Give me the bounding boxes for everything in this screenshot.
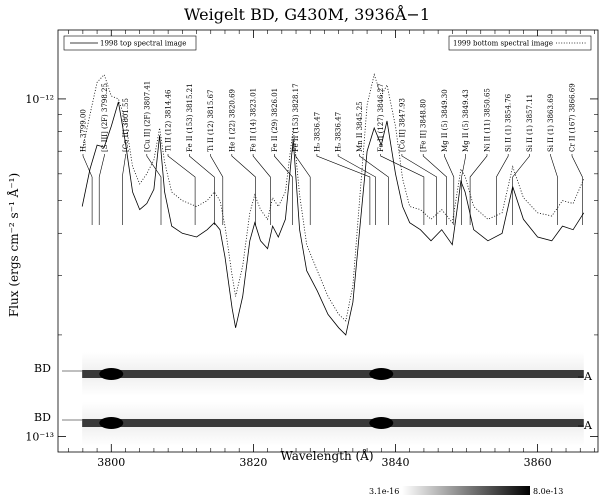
line-id-label: Mn II 3845.25 [356,101,364,152]
line-id-label: Ni II (11) 3850.65 [484,88,492,152]
line-id-marker [461,154,466,225]
line-id-label: Si II (1) 3854.76 [505,93,513,152]
y-tick-label: 10⁻¹² [25,93,54,106]
line-id-label: Fe II (14) 3823.01 [250,88,258,152]
legend-left-box [63,35,197,51]
axes: 3800 3820 3840 3860 10⁻¹³ 10⁻¹² [25,30,598,469]
line-id-marker [210,154,224,225]
line-id-label: H₉ 3836.47 [313,112,321,152]
legend-left: 1998 top spectral image [63,35,197,51]
colorbar-gradient [402,486,530,495]
plot-frame [57,29,599,453]
line-id-marker [146,154,162,225]
colorbar-max-label: 8.0e-13 [533,487,563,496]
strip-emission-blob [369,368,394,380]
line-id-marker [401,154,437,225]
line-id-marker [337,154,376,225]
line-id-marker [167,154,196,225]
line-id-label: [Co II] 3847.93 [398,98,406,152]
line-id-marker [98,154,105,225]
line-id-label: Fe II (29) 3826.01 [271,88,279,152]
line-id-marker [359,154,389,225]
x-tick-label: 3860 [524,456,552,469]
line-id-label: H₁₀ 3799.00 [80,109,88,152]
line-id-label: [Co II] 3801.55 [122,98,130,152]
strip-right-label: A [583,370,593,383]
line-identifications: H₁₀ 3799.00 [S III] (2F) 3798.25 [Co II] 3… [80,81,583,225]
spectral-image: BD A BD A [34,352,593,446]
series-layer [81,73,585,336]
legend-right: 1999 bottom spectral image [448,35,592,51]
chart-title: Weigelt BD, G430M, 3936Å−1 [184,4,430,24]
line-id-label: H₉ 3836.47 [335,112,343,152]
strip-left-label: BD [34,411,51,424]
line-id-label: Cr II (167) 3866.69 [569,83,577,152]
line-id-marker [252,154,271,225]
line-id-label: Si II (1) 3857.11 [526,94,534,152]
colorbar: 3.1e-16 8.0e-13 [369,486,563,496]
line-id-label: Ti II (12) 3815.67 [207,90,215,152]
strip-emission-blob [99,368,124,380]
line-id-label: Si II (1) 3863.69 [547,94,555,152]
line-id-marker [380,154,425,225]
line-id-marker [512,154,530,225]
colorbar-min-label: 3.1e-16 [369,487,399,496]
legend-right-box [448,35,592,51]
line-id-marker [422,154,447,225]
y-axis-label: Flux (ergs cm⁻² s⁻¹ Å⁻¹) [6,173,21,317]
line-id-label: Fe II (153) 3828.17 [292,83,300,152]
strip-continuum [82,419,584,427]
legend-right-label: 1999 bottom spectral image [453,40,553,48]
strip-right-label: A [583,419,593,432]
line-id-marker [316,154,371,225]
x-tick-label: 3820 [239,456,267,469]
strip-left-label: BD [34,362,51,375]
line-id-marker [550,154,558,225]
x-tick-label: 3840 [382,456,410,469]
x-axis-label: Wavelength (Å) [280,448,373,463]
y-tick-label: 10⁻¹³ [25,431,54,444]
line-id-label: Fe II (127) 3846.27 [377,83,385,152]
x-tick-label: 3800 [97,456,125,469]
line-id-label: [Cu II] (2F) 3807.41 [143,81,151,152]
line-id-marker [82,154,93,225]
line-id-label: He I (22) 3820.69 [228,89,236,152]
strip-emission-blob [369,417,394,429]
series-line-1999 [81,73,585,322]
line-id-label: Mg II (5) 3849.30 [441,89,449,152]
strip-continuum [82,370,584,378]
line-id-marker [444,154,455,225]
line-id-marker [571,154,583,225]
plot-border [57,29,599,453]
line-id-label: Mg II (5) 3849.43 [462,89,470,152]
line-id-label: [Fe II] 3848.80 [420,99,428,152]
line-id-marker [469,154,488,225]
line-id-marker [231,154,256,225]
line-id-marker [274,154,293,225]
line-id-marker [295,154,311,225]
series-line-1998 [81,101,585,336]
line-id-marker [189,154,215,225]
line-id-label: Fe II (153) 3815.21 [186,83,194,152]
line-id-label: Ti II (12) 3814.46 [165,89,173,152]
line-id-marker [496,154,509,225]
strip-emission-blob [99,417,124,429]
line-id-marker [122,154,126,225]
legend-left-label: 1998 top spectral image [100,40,186,48]
line-id-label: [S III] (2F) 3798.25 [101,83,109,152]
